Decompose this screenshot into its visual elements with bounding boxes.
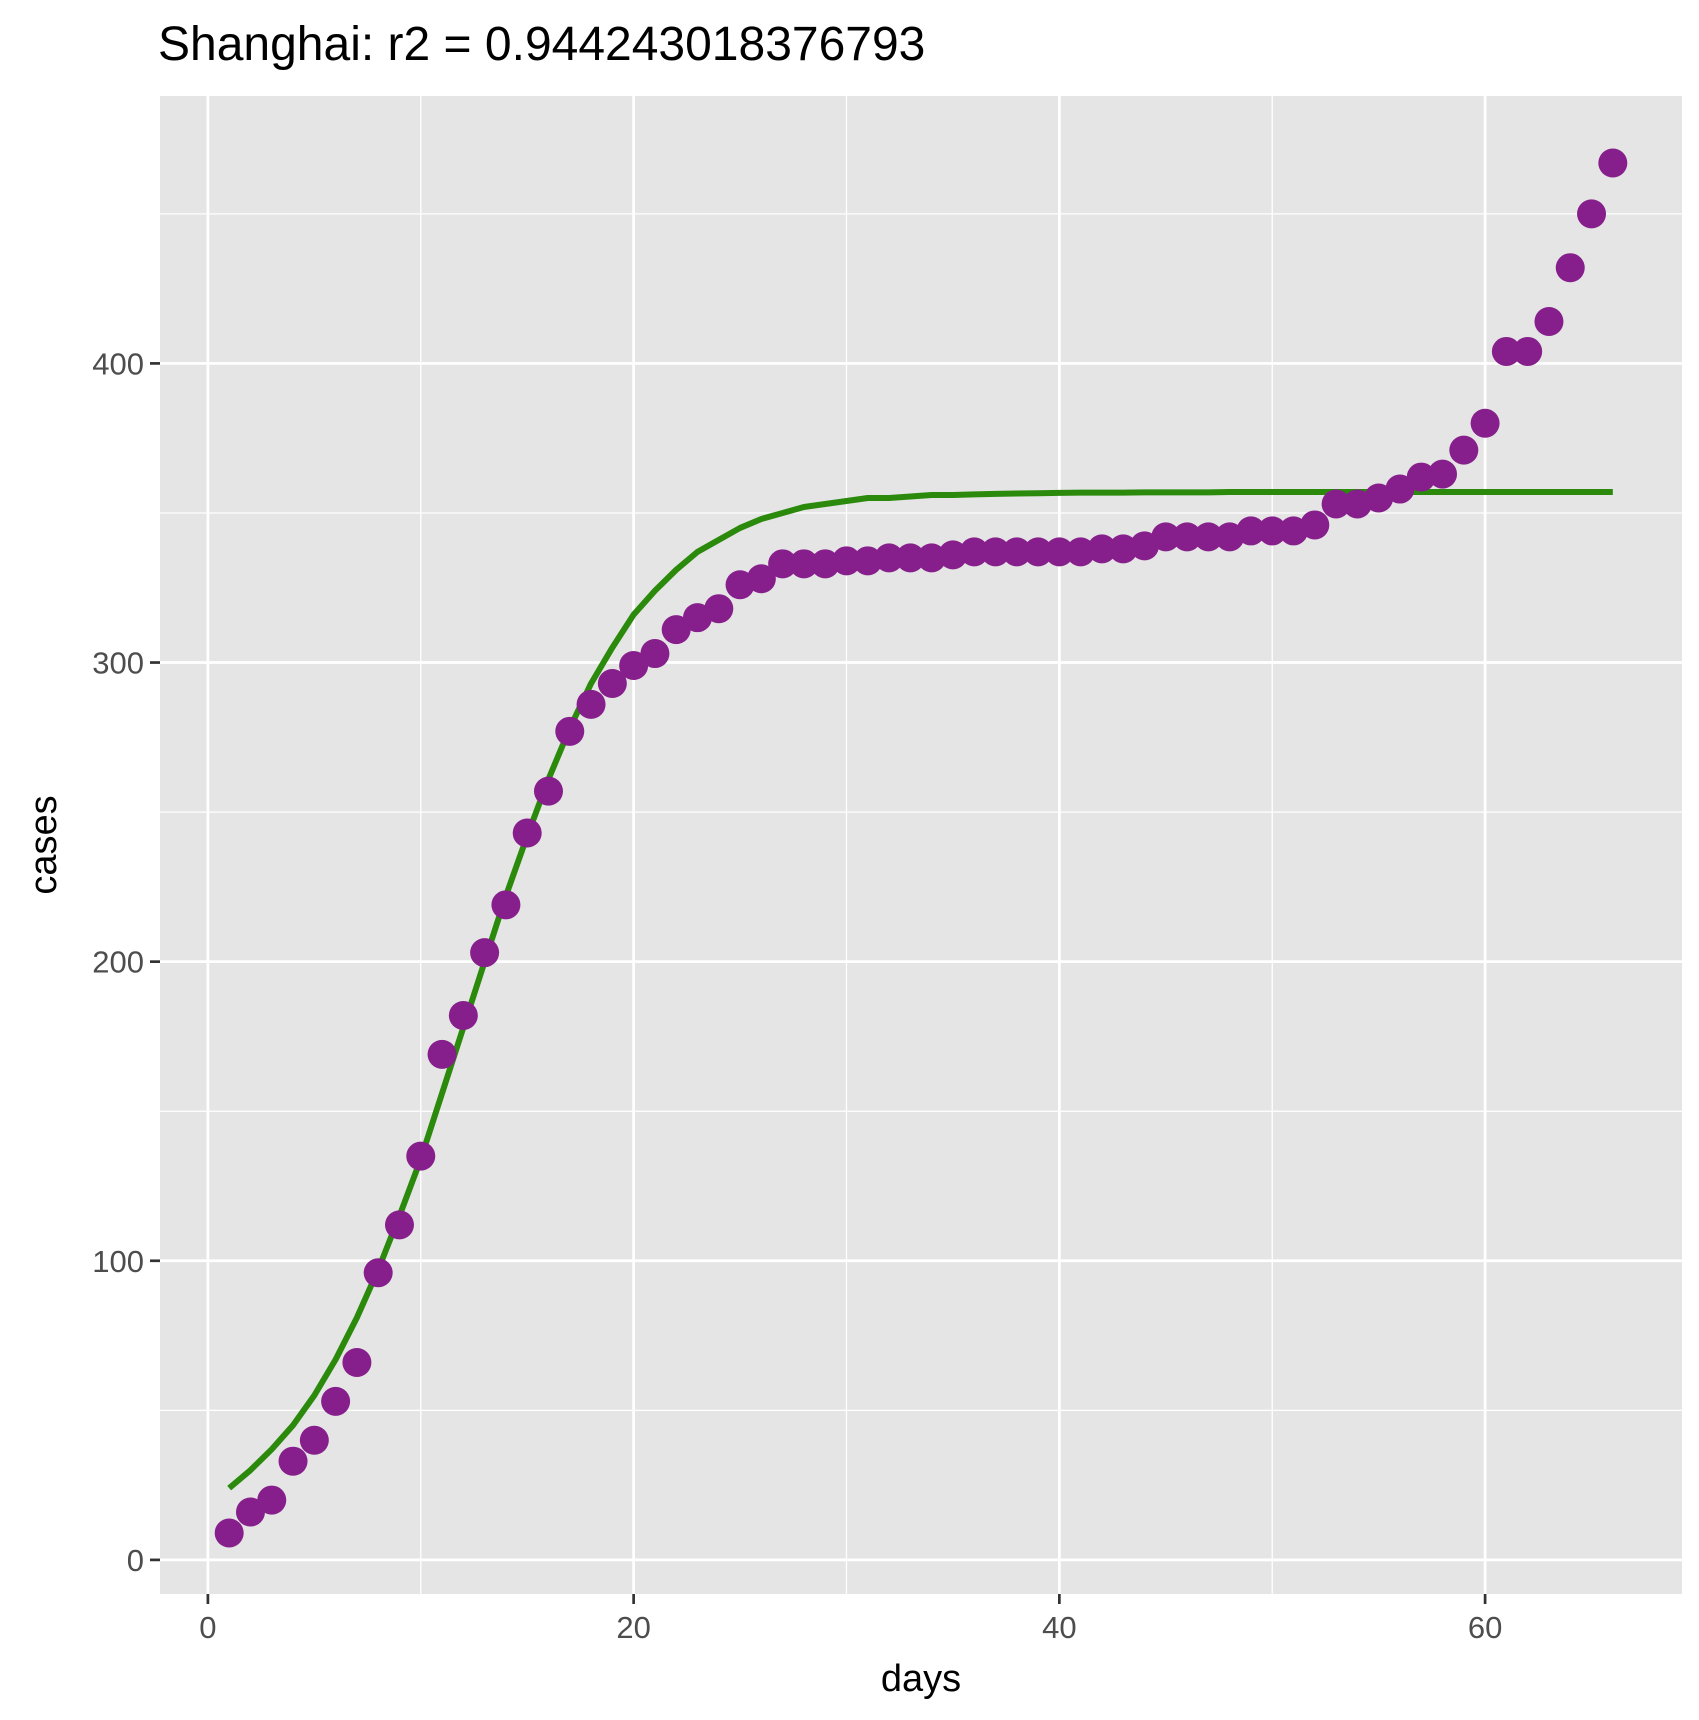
data-point	[1470, 408, 1500, 438]
data-point	[1513, 336, 1543, 366]
grid-minor	[160, 96, 1682, 1594]
data-point	[1257, 516, 1287, 546]
data-point	[661, 615, 691, 645]
data-point	[1428, 459, 1458, 489]
data-point	[959, 537, 989, 567]
data-point	[1534, 307, 1564, 337]
data-point	[1555, 253, 1585, 283]
data-point	[853, 546, 883, 576]
data-point	[235, 1497, 265, 1527]
data-point	[1321, 489, 1351, 519]
data-point	[1002, 537, 1032, 567]
data-point	[576, 689, 606, 719]
data-point	[533, 776, 563, 806]
x-tick-label: 0	[199, 1610, 216, 1645]
plot-panel	[160, 96, 1682, 1594]
data-point	[619, 651, 649, 681]
data-point	[1108, 534, 1138, 564]
data-point	[1449, 435, 1479, 465]
data-point	[299, 1425, 329, 1455]
data-point	[1193, 522, 1223, 552]
data-point	[704, 594, 734, 624]
data-point	[938, 540, 968, 570]
data-point	[427, 1039, 457, 1069]
data-point	[555, 716, 585, 746]
x-tick-label: 40	[1042, 1610, 1076, 1645]
y-tick-label: 300	[92, 646, 144, 681]
data-point	[470, 938, 500, 968]
x-tick-label: 60	[1468, 1610, 1502, 1645]
data-point	[214, 1518, 244, 1548]
data-point	[832, 546, 861, 576]
data-point	[746, 564, 776, 594]
data-point	[1172, 522, 1202, 552]
points-layer	[214, 148, 1628, 1548]
y-tick-label: 0	[127, 1543, 144, 1578]
data-point	[448, 1001, 478, 1030]
data-point	[895, 543, 925, 573]
data-point	[321, 1386, 351, 1416]
y-axis-title: cases	[23, 795, 65, 894]
data-point	[491, 890, 521, 920]
data-point	[1087, 534, 1117, 564]
data-point	[1577, 199, 1607, 229]
chart-title: Shanghai: r2 = 0.944243018376793	[158, 18, 925, 71]
data-point	[512, 818, 542, 848]
data-point	[597, 668, 627, 698]
data-point	[278, 1446, 308, 1476]
data-point	[1044, 537, 1074, 567]
data-point	[257, 1485, 287, 1515]
data-point	[1300, 510, 1330, 540]
data-point	[1066, 537, 1096, 567]
grid-major	[160, 96, 1682, 1594]
data-point	[342, 1347, 372, 1377]
y-tick-label: 200	[92, 945, 144, 980]
y-tick-label: 400	[92, 346, 144, 381]
data-point	[384, 1210, 414, 1240]
x-tick-label: 20	[616, 1610, 650, 1645]
data-point	[874, 543, 904, 573]
x-axis-title: days	[881, 1658, 961, 1700]
data-point	[406, 1141, 436, 1171]
data-point	[1406, 462, 1436, 492]
data-point	[917, 543, 947, 573]
data-point	[810, 549, 840, 579]
data-point	[789, 549, 819, 579]
data-point	[1023, 537, 1053, 567]
x-axis: 0 20 40 60	[199, 1594, 1502, 1645]
data-point	[1598, 148, 1628, 178]
data-point	[1236, 516, 1266, 546]
y-tick-label: 100	[92, 1244, 144, 1279]
data-point	[1385, 474, 1415, 504]
y-axis: 0 100 200 300 400	[92, 346, 160, 1578]
data-point	[640, 639, 670, 669]
data-point	[981, 537, 1010, 567]
data-point	[363, 1258, 393, 1288]
data-point	[1491, 336, 1521, 366]
data-point	[1151, 522, 1181, 552]
data-point	[768, 549, 798, 579]
